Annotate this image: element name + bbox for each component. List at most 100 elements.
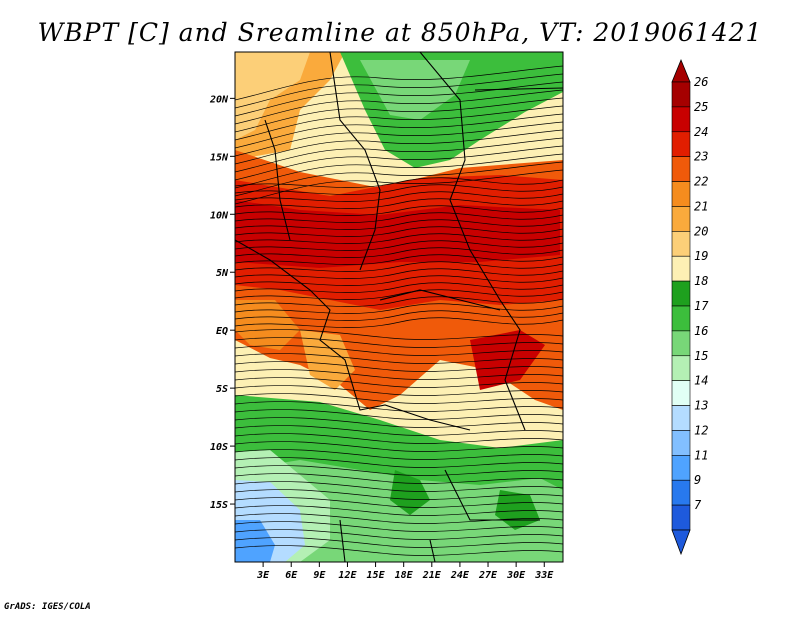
- x-tick-label-0: 3E: [256, 570, 270, 581]
- field-darkblue-south: [235, 520, 275, 562]
- streamline-north-12: [235, 161, 563, 197]
- streamline-tropics-33: [235, 310, 563, 321]
- colorbar-label-9: 17: [694, 299, 709, 313]
- streamline-tropics-24: [235, 247, 563, 258]
- streamline-tropics-17: [235, 198, 563, 209]
- colorbar-label-13: 13: [694, 399, 708, 413]
- field-green-patch: [390, 470, 430, 515]
- streamline-south-57: [235, 505, 563, 516]
- streamline-tropics-22: [235, 233, 563, 244]
- streamline-north-4: [235, 97, 563, 133]
- streamline-south-58: [235, 513, 563, 524]
- border-line-4: [444, 469, 540, 521]
- colorbar-label-11: 15: [694, 349, 708, 363]
- colorbar-label-1: 25: [694, 100, 708, 114]
- colorbar-label-15: 11: [694, 448, 708, 462]
- streamlines: [235, 65, 563, 556]
- footer-credit: GrADS: IGES/COLA: [4, 602, 91, 612]
- streamline-south-59: [235, 521, 563, 532]
- streamline-south-56: [235, 497, 563, 508]
- streamline-tropics-27: [235, 268, 563, 279]
- streamline-south-47: [235, 425, 563, 436]
- border-line-6: [339, 519, 346, 562]
- colorbar: 26 25 24 23 22 21 20 19 18 17 16 15 14 13 12 11 9 7: [671, 58, 709, 556]
- colorbar-label-12: 14: [694, 374, 708, 388]
- streamline-south-43: [235, 393, 563, 404]
- streamline-south-40: [235, 369, 563, 380]
- colorbar-swatch-10: [671, 330, 691, 357]
- colorbar-swatch-12: [671, 380, 691, 406]
- x-tick-label-7: 24E: [450, 570, 470, 581]
- x-axis: 3E 6E 9E 12E 15E 18E 21E 24E 27E 30E 33E: [256, 562, 554, 581]
- colorbar-swatch-7: [671, 255, 691, 282]
- streamline-tropics-21: [235, 226, 563, 237]
- colorbar-swatch-15: [671, 455, 691, 481]
- colorbar-label-2: 24: [694, 125, 708, 139]
- colorbar-swatch-2: [671, 131, 691, 157]
- streamline-south-62: [235, 545, 563, 556]
- streamline-south-60: [235, 529, 563, 540]
- border-line-5: [429, 539, 436, 562]
- colorbar-swatch-8: [671, 280, 691, 307]
- streamline-south-42: [235, 385, 563, 396]
- streamline-south-36: [235, 337, 563, 348]
- colorbar-swatch-11: [671, 355, 691, 381]
- streamline-tropics-18: [235, 205, 563, 216]
- colorbar-label-6: 20: [694, 224, 708, 238]
- colorbar-swatch-0: [671, 81, 691, 108]
- y-axis: 20N 15N 10N 5N EQ 5S 10S 15S: [209, 94, 235, 511]
- border-line-2: [235, 239, 471, 431]
- x-tick-label-5: 18E: [395, 570, 414, 581]
- streamline-north-2: [235, 81, 563, 117]
- streamline-south-50: [235, 449, 563, 460]
- streamline-south-41: [235, 377, 563, 388]
- streamline-north-13: [235, 169, 563, 205]
- streamline-tropics-26: [235, 261, 563, 272]
- colorbar-swatch-9: [671, 305, 691, 332]
- streamline-tropics-31: [235, 296, 563, 307]
- streamline-tropics-28: [235, 275, 563, 286]
- field-eastern-red: [470, 330, 545, 390]
- x-tick-label-4: 15E: [367, 570, 386, 581]
- streamline-north-3: [235, 89, 563, 125]
- y-tick-label-0: 20N: [209, 94, 229, 105]
- y-tick-label-4: EQ: [216, 326, 228, 337]
- x-tick-label-3: 12E: [338, 570, 357, 581]
- colorbar-label-0: 26: [694, 75, 708, 89]
- streamline-north-6: [235, 113, 563, 149]
- streamline-tropics-20: [235, 219, 563, 230]
- colorbar-swatch-4: [671, 181, 691, 207]
- streamline-south-45: [235, 409, 563, 420]
- y-tick-label-2: 10N: [210, 210, 229, 221]
- streamline-south-38: [235, 353, 563, 364]
- colorbar-label-17: 7: [694, 498, 702, 512]
- streamline-south-61: [235, 537, 563, 548]
- colorbar-swatch-17: [671, 504, 691, 531]
- x-tick-label-1: 6E: [285, 570, 298, 581]
- streamline-south-46: [235, 417, 563, 428]
- border-line-1: [419, 52, 526, 431]
- streamline-north-10: [235, 145, 563, 181]
- streamline-north-7: [235, 121, 563, 157]
- colorbar-label-5: 21: [694, 199, 708, 213]
- colorbar-bottom-arrow: [671, 529, 691, 556]
- streamline-tropics-30: [235, 289, 563, 300]
- streamline-south-44: [235, 401, 563, 412]
- streamline-south-39: [235, 361, 563, 372]
- colorbar-label-3: 23: [694, 150, 708, 164]
- colorbar-label-14: 12: [694, 423, 708, 437]
- streamline-south-48: [235, 433, 563, 444]
- streamline-south-55: [235, 489, 563, 500]
- field-lightgreen-north: [360, 60, 470, 120]
- y-tick-label-3: 5N: [216, 268, 229, 279]
- x-tick-label-6: 21E: [422, 570, 442, 581]
- streamline-tropics-23: [235, 240, 563, 251]
- colorbar-label-16: 9: [694, 473, 701, 487]
- streamline-south-53: [235, 473, 563, 484]
- colorbar-swatch-5: [671, 206, 691, 232]
- country-borders: [235, 52, 563, 562]
- colorbar-label-4: 22: [694, 175, 708, 189]
- colorbar-top-arrow: [671, 58, 691, 83]
- field-sahara-light: [235, 52, 310, 140]
